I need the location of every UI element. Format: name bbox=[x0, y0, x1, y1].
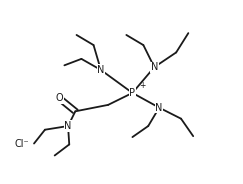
Text: P: P bbox=[130, 88, 135, 98]
Text: O: O bbox=[56, 93, 63, 103]
Text: N: N bbox=[151, 62, 158, 72]
Text: N: N bbox=[64, 121, 72, 131]
Text: N: N bbox=[97, 65, 104, 75]
Text: N: N bbox=[156, 103, 163, 113]
Text: Cl⁻: Cl⁻ bbox=[15, 139, 29, 149]
Text: +: + bbox=[139, 82, 146, 90]
